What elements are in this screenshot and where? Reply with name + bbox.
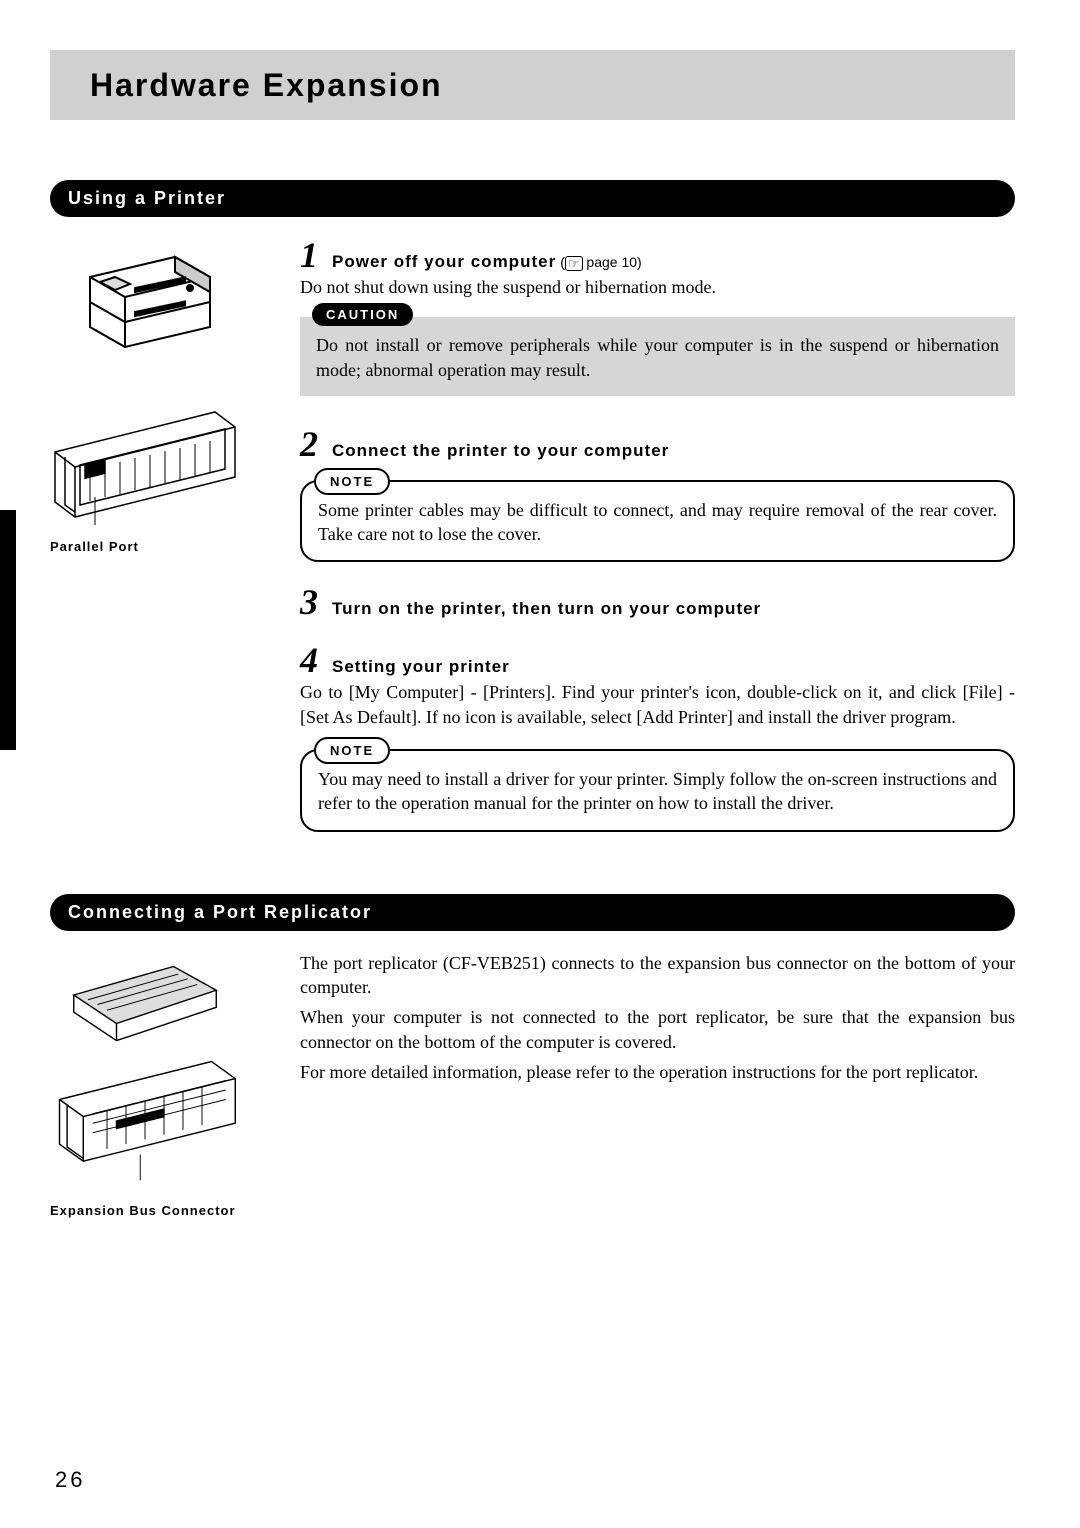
step-1-ref: (☞ page 10) — [560, 254, 642, 270]
ref-icon: ☞ — [565, 256, 583, 271]
step-3: 3 Turn on the printer, then turn on your… — [300, 584, 1015, 620]
parallel-port-illustration — [50, 397, 240, 527]
caution-box: CAUTION Do not install or remove periphe… — [300, 317, 1015, 396]
step-4: 4 Setting your printer Go to [My Compute… — [300, 642, 1015, 831]
section-header-printer: Using a Printer — [50, 180, 1015, 217]
printer-right-col: 1 Power off your computer (☞ page 10) Do… — [300, 237, 1015, 854]
step-4-title: Setting your printer — [332, 657, 510, 677]
page: Hardware Expansion Using a Printer — [0, 0, 1080, 1218]
step-1-body: Do not shut down using the suspend or hi… — [300, 275, 1015, 299]
replicator-para-1: The port replicator (CF-VEB251) connects… — [300, 951, 1015, 1000]
note-2-body: You may need to install a driver for you… — [302, 751, 1013, 830]
section-header-replicator: Connecting a Port Replicator — [50, 894, 1015, 931]
replicator-para-3: For more detailed information, please re… — [300, 1060, 1015, 1084]
replicator-right-col: The port replicator (CF-VEB251) connects… — [300, 951, 1015, 1218]
note-1-label: NOTE — [314, 468, 390, 495]
note-2-box: NOTE You may need to install a driver fo… — [300, 749, 1015, 832]
printer-illustration — [50, 237, 240, 357]
step-4-body: Go to [My Computer] - [Printers]. Find y… — [300, 680, 1015, 729]
step-3-num: 3 — [300, 584, 318, 620]
replicator-left-col: Expansion Bus Connector — [50, 951, 270, 1218]
note-1-body: Some printer cables may be difficult to … — [302, 482, 1013, 561]
page-number: 26 — [55, 1467, 85, 1493]
expansion-bus-caption: Expansion Bus Connector — [50, 1203, 270, 1218]
step-3-title: Turn on the printer, then turn on your c… — [332, 599, 761, 619]
step-4-num: 4 — [300, 642, 318, 678]
step-2-title: Connect the printer to your computer — [332, 441, 669, 461]
printer-left-col: Parallel Port — [50, 237, 270, 854]
note-1-box: NOTE Some printer cables may be difficul… — [300, 480, 1015, 563]
replicator-para-2: When your computer is not connected to t… — [300, 1005, 1015, 1054]
step-1: 1 Power off your computer (☞ page 10) Do… — [300, 237, 1015, 396]
page-title: Hardware Expansion — [90, 67, 443, 104]
caution-body: Do not install or remove peripherals whi… — [300, 317, 1015, 396]
replicator-illustration — [50, 951, 240, 1191]
title-bar: Hardware Expansion — [50, 50, 1015, 120]
step-2: 2 Connect the printer to your computer N… — [300, 426, 1015, 563]
step-2-num: 2 — [300, 426, 318, 462]
note-2-label: NOTE — [314, 737, 390, 764]
printer-row: Parallel Port 1 Power off your computer … — [50, 237, 1015, 854]
step-1-title: Power off your computer — [332, 252, 556, 271]
parallel-port-caption: Parallel Port — [50, 539, 270, 554]
step-1-num: 1 — [300, 237, 318, 273]
caution-label: CAUTION — [312, 303, 413, 326]
replicator-row: Expansion Bus Connector The port replica… — [50, 951, 1015, 1218]
